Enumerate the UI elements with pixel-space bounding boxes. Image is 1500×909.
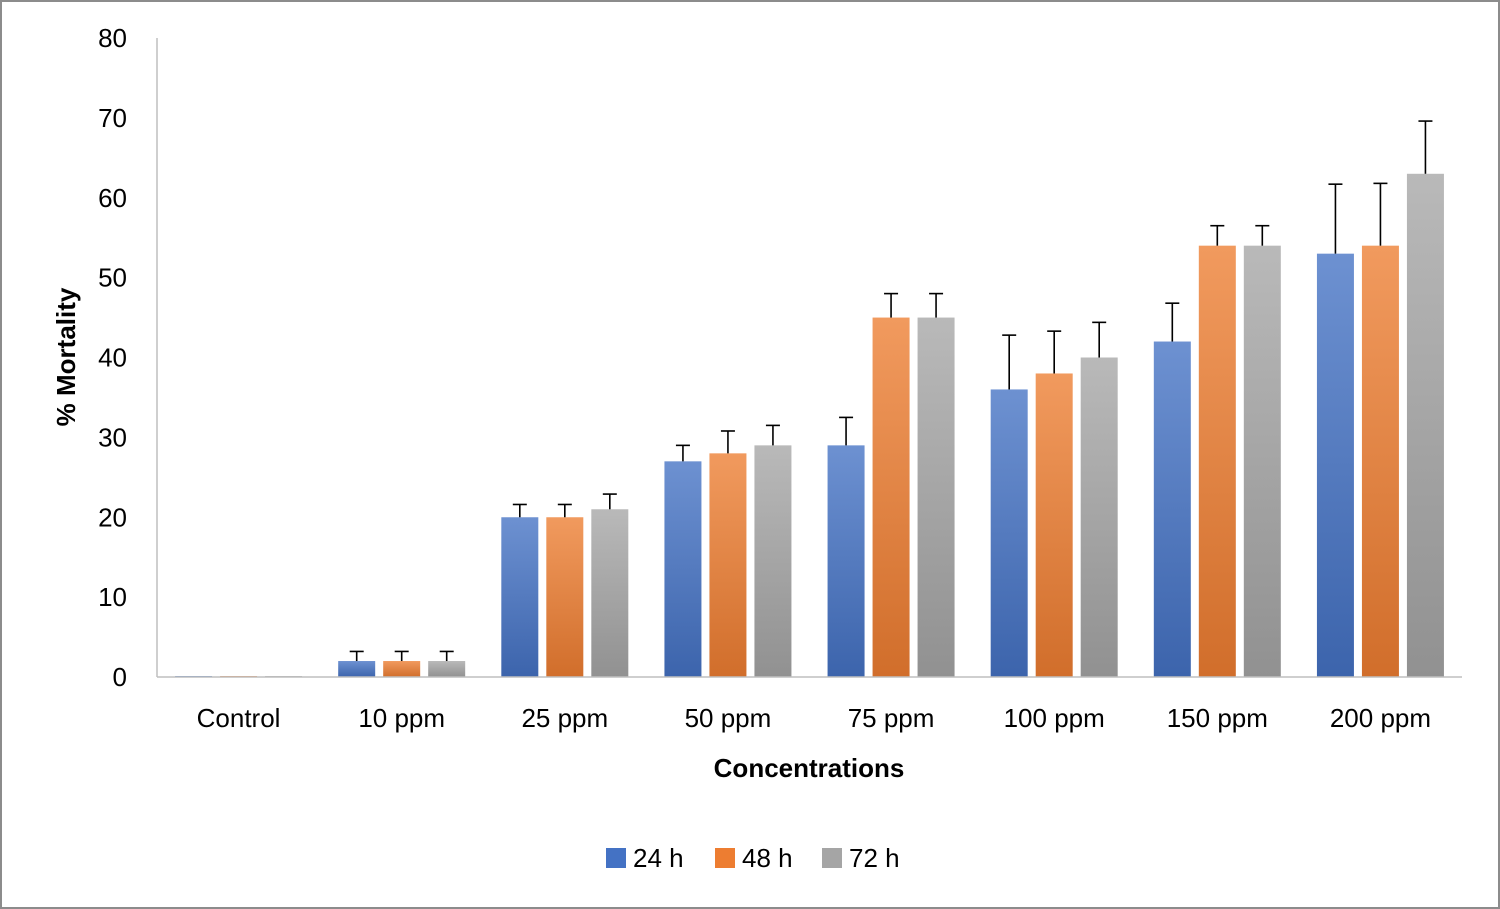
- bar-48h-150-ppm: [1198, 245, 1236, 678]
- bar-48h-10-ppm: [383, 661, 421, 677]
- y-tick-label: 40: [98, 343, 127, 373]
- error-bar-48h-150-ppm: [1210, 224, 1225, 246]
- bar-24h-50-ppm: [664, 461, 702, 677]
- y-tick-label: 50: [98, 263, 127, 293]
- legend-label: 24 h: [633, 843, 684, 873]
- error-bar-72h-150-ppm: [1255, 224, 1270, 246]
- legend-swatch: [715, 848, 735, 868]
- bar-48h-25-ppm: [546, 517, 584, 677]
- x-tick-label: 200 ppm: [1330, 703, 1431, 733]
- bar-24h-75-ppm: [827, 445, 865, 677]
- legend-label: 48 h: [742, 843, 793, 873]
- y-tick-label: 0: [113, 662, 127, 692]
- x-axis-ticks: Control 10 ppm 25 ppm 50 ppm 75 ppm 100 ppm 15…: [197, 703, 1431, 733]
- error-bar-24h-10-ppm: [349, 650, 364, 662]
- x-tick-label: 100 ppm: [1004, 703, 1105, 733]
- legend-label: 72 h: [849, 843, 900, 873]
- legend-item-24h: 24 h: [606, 843, 684, 873]
- y-tick-label: 70: [98, 103, 127, 133]
- error-bar-48h-50-ppm: [720, 430, 735, 454]
- bar-24h-150-ppm: [1153, 341, 1191, 677]
- y-axis-title: % Mortality: [51, 287, 81, 426]
- legend-swatch: [822, 848, 842, 868]
- error-bar-72h-100-ppm: [1092, 321, 1107, 358]
- x-tick-label: Control: [197, 703, 281, 733]
- legend: 24 h 48 h 72 h: [606, 843, 900, 873]
- x-tick-label: 25 ppm: [521, 703, 608, 733]
- error-bar-48h-75-ppm: [884, 292, 899, 318]
- bar-48h-50-ppm: [709, 453, 747, 677]
- bars: [175, 173, 1444, 678]
- error-bar-72h-10-ppm: [439, 650, 454, 662]
- bar-24h-10-ppm: [338, 661, 376, 677]
- error-bar-48h-25-ppm: [557, 503, 572, 518]
- error-bar-48h-100-ppm: [1047, 330, 1062, 374]
- bar-48h-75-ppm: [872, 317, 910, 677]
- y-axis-ticks: 0 10 20 30 40 50 60 70 80: [98, 23, 127, 692]
- bar-24h-100-ppm: [990, 389, 1028, 677]
- x-axis-title: Concentrations: [714, 753, 905, 783]
- legend-swatch: [606, 848, 626, 868]
- error-bar-48h-200-ppm: [1373, 182, 1388, 246]
- error-bar-24h-25-ppm: [512, 503, 527, 518]
- bar-72h-10-ppm: [428, 661, 466, 677]
- error-bar-24h-50-ppm: [675, 444, 690, 462]
- legend-item-72h: 72 h: [822, 843, 900, 873]
- y-tick-label: 30: [98, 422, 127, 452]
- bar-72h-25-ppm: [591, 509, 629, 677]
- error-bar-24h-150-ppm: [1165, 302, 1180, 342]
- x-tick-label: 10 ppm: [358, 703, 445, 733]
- error-bar-72h-200-ppm: [1418, 120, 1433, 174]
- y-tick-label: 10: [98, 582, 127, 612]
- error-bar-48h-10-ppm: [394, 650, 409, 662]
- legend-item-48h: 48 h: [715, 843, 793, 873]
- bar-72h-100-ppm: [1080, 357, 1118, 677]
- bar-24h-200-ppm: [1316, 253, 1354, 677]
- error-bar-24h-200-ppm: [1328, 183, 1343, 254]
- error-bar-72h-75-ppm: [929, 292, 944, 318]
- y-tick-label: 60: [98, 183, 127, 213]
- bar-48h-200-ppm: [1361, 245, 1399, 678]
- error-bar-24h-100-ppm: [1002, 334, 1017, 390]
- y-tick-label: 20: [98, 502, 127, 532]
- bar-24h-25-ppm: [501, 517, 539, 677]
- error-bar-24h-75-ppm: [839, 416, 854, 446]
- x-tick-label: 150 ppm: [1167, 703, 1268, 733]
- bar-72h-200-ppm: [1406, 173, 1444, 677]
- bar-72h-50-ppm: [754, 445, 792, 677]
- error-bar-72h-25-ppm: [602, 493, 617, 510]
- bar-72h-150-ppm: [1243, 245, 1281, 678]
- bar-72h-75-ppm: [917, 317, 955, 677]
- error-bar-72h-50-ppm: [765, 424, 780, 446]
- error-bars: [349, 120, 1433, 662]
- x-tick-label: 50 ppm: [685, 703, 772, 733]
- x-tick-label: 75 ppm: [848, 703, 935, 733]
- bar-48h-100-ppm: [1035, 373, 1073, 677]
- y-tick-label: 80: [98, 23, 127, 53]
